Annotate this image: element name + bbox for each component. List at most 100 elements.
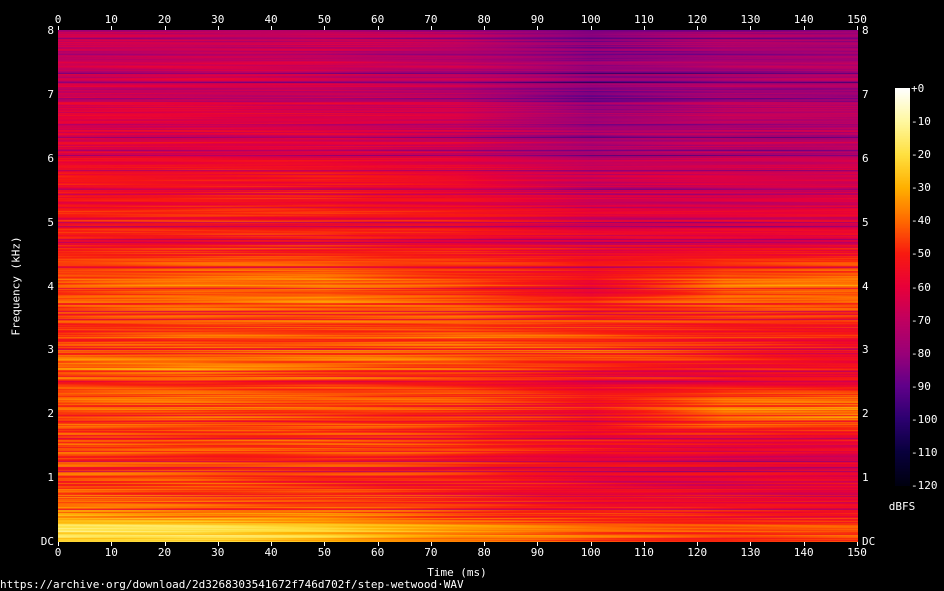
x-tick-label-top: 90: [530, 13, 545, 26]
x-tick-mark: [430, 542, 432, 546]
y-tick-label-right: 4: [862, 279, 869, 293]
x-tick-label-bottom: 100: [580, 546, 601, 559]
x-tick-label-bottom: 120: [687, 546, 708, 559]
source-url: https://archive·org/download/2d326830354…: [0, 578, 464, 591]
x-tick-mark: [430, 26, 432, 30]
y-tick-label-right: 6: [862, 151, 869, 165]
y-tick-label-left: 3: [47, 343, 54, 357]
x-tick-label-top: 100: [580, 13, 601, 26]
y-tick-label-left: 8: [47, 24, 54, 37]
y-tick-label-left: 2: [47, 407, 54, 421]
x-tick-mark: [643, 26, 645, 30]
x-tick-label-top: 40: [264, 13, 278, 26]
colorbar-tick-label: -40: [911, 214, 931, 228]
spectrogram-heatmap: [58, 30, 858, 542]
colorbar-tick-label: -30: [911, 181, 931, 195]
colorbar-label: dBFS: [888, 500, 916, 513]
y-tick-label-left: 5: [47, 215, 54, 229]
x-tick-mark: [271, 542, 273, 546]
colorbar-tick-label: -120: [911, 479, 938, 492]
y-tick-label-left: 7: [47, 87, 54, 101]
colorbar-tick-label: -50: [911, 247, 931, 261]
x-tick-mark: [164, 542, 166, 546]
x-tick-label-top: 20: [157, 13, 172, 26]
x-tick-mark: [324, 542, 326, 546]
x-tick-label-bottom: 10: [104, 546, 118, 559]
colorbar-tick-label: +0: [911, 82, 925, 95]
x-tick-label-top: 110: [633, 13, 654, 26]
x-tick-mark: [750, 26, 752, 30]
x-tick-mark: [58, 26, 59, 30]
x-tick-mark: [111, 26, 113, 30]
x-tick-mark: [803, 26, 805, 30]
x-tick-mark: [58, 542, 59, 546]
x-tick-label-top: 50: [317, 13, 331, 26]
colorbar-tick-label: -80: [911, 346, 931, 360]
x-tick-mark: [111, 542, 113, 546]
x-tick-mark: [857, 542, 858, 546]
x-tick-mark: [377, 26, 379, 30]
x-tick-mark: [537, 542, 539, 546]
x-tick-mark: [590, 26, 592, 30]
x-tick-label-top: 140: [793, 13, 814, 26]
colorbar-tick-label: -60: [911, 280, 931, 294]
x-tick-label-top: 30: [211, 13, 225, 26]
x-tick-mark: [537, 26, 539, 30]
y-tick-label-right: DC: [862, 535, 876, 548]
x-tick-label-bottom: 0: [54, 546, 62, 559]
x-tick-mark: [217, 542, 219, 546]
y-tick-label-right: 3: [862, 343, 869, 357]
y-tick-label-left: 1: [47, 471, 54, 485]
x-tick-mark: [377, 542, 379, 546]
x-tick-label-bottom: 40: [264, 546, 278, 559]
x-tick-mark: [857, 26, 858, 30]
y-axis-label: Frequency (kHz): [9, 236, 23, 336]
x-tick-label-bottom: 70: [424, 546, 438, 559]
x-tick-label-bottom: 60: [370, 546, 385, 559]
x-tick-mark: [484, 26, 486, 30]
colorbar: [895, 88, 910, 486]
y-tick-label-left: 6: [47, 151, 54, 165]
x-tick-label-top: 120: [687, 13, 708, 26]
x-tick-mark: [590, 542, 592, 546]
x-tick-label-bottom: 20: [157, 546, 172, 559]
x-tick-label-top: 10: [104, 13, 118, 26]
x-tick-label-top: 60: [370, 13, 385, 26]
x-tick-label-top: 80: [477, 13, 491, 26]
x-tick-label-bottom: 50: [317, 546, 331, 559]
x-tick-label-bottom: 140: [793, 546, 814, 559]
x-tick-mark: [164, 26, 166, 30]
colorbar-tick-label: -110: [911, 445, 938, 459]
x-tick-label-top: 150: [847, 13, 867, 26]
colorbar-tick-label: -100: [911, 412, 938, 426]
x-tick-label-bottom: 150: [847, 546, 867, 559]
x-tick-label-bottom: 110: [633, 546, 654, 559]
x-tick-label-top: 70: [424, 13, 438, 26]
y-tick-label-right: 7: [862, 87, 869, 101]
y-tick-label-right: 5: [862, 215, 869, 229]
colorbar-tick-label: -70: [911, 313, 931, 327]
x-tick-mark: [324, 26, 326, 30]
x-tick-label-bottom: 130: [740, 546, 761, 559]
colorbar-tick-label: -20: [911, 148, 931, 162]
y-tick-label-right: 8: [862, 24, 869, 37]
x-axis-label: Time (ms): [427, 566, 487, 579]
x-tick-mark: [750, 542, 752, 546]
y-tick-label-left: DC: [40, 535, 54, 548]
colorbar-tick-label: -90: [911, 379, 931, 393]
x-tick-mark: [643, 542, 645, 546]
x-tick-label-top: 130: [740, 13, 761, 26]
y-tick-label-right: 1: [862, 471, 869, 485]
colorbar-tick-label: -10: [911, 115, 931, 129]
x-tick-label-bottom: 30: [211, 546, 225, 559]
x-tick-mark: [484, 542, 486, 546]
x-tick-mark: [217, 26, 219, 30]
x-tick-mark: [803, 542, 805, 546]
x-tick-label-bottom: 80: [477, 546, 491, 559]
y-tick-label-left: 4: [47, 279, 54, 293]
y-tick-label-right: 2: [862, 407, 869, 421]
x-tick-mark: [271, 26, 273, 30]
x-tick-label-top: 0: [54, 13, 62, 26]
x-tick-mark: [697, 542, 699, 546]
x-tick-label-bottom: 90: [530, 546, 545, 559]
